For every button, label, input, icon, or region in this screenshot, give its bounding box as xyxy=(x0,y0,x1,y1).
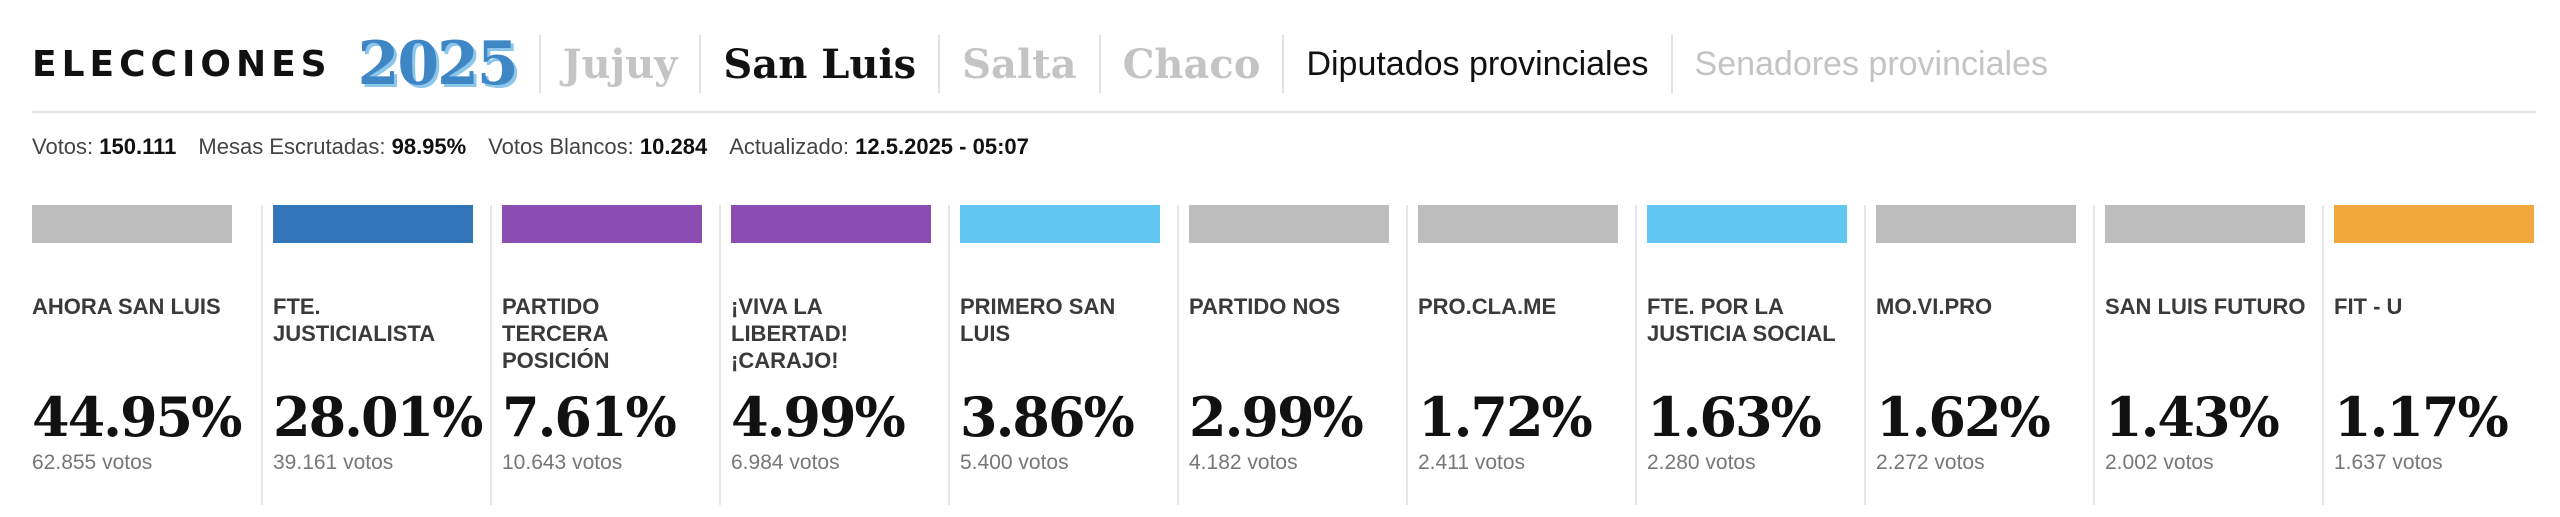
party-percentage: 7.61% xyxy=(502,385,677,449)
nav-divider xyxy=(699,35,702,93)
party-color-bar xyxy=(1647,205,1847,243)
nav-divider xyxy=(1098,35,1101,93)
party-percentage: 44.95% xyxy=(32,385,242,449)
party-votes: 2.272 votos xyxy=(1876,451,1985,474)
party-card: ¡VIVA LA LIBERTAD! ¡CARAJO! 4.99% 6.984 … xyxy=(719,205,948,505)
party-percentage: 1.43% xyxy=(2105,385,2280,449)
party-name: PRIMERO SAN LUIS xyxy=(960,294,1116,346)
party-percentage: 28.01% xyxy=(273,385,483,449)
stat-votos: Votos: 150.111 xyxy=(32,134,177,159)
party-votes: 10.643 votos xyxy=(502,451,623,474)
party-percentage: 1.17% xyxy=(2334,385,2509,449)
party-color-bar xyxy=(1189,205,1389,243)
party-votes: 2.002 votos xyxy=(2105,451,2214,474)
tab-province-san-luis[interactable]: San Luis xyxy=(723,40,917,88)
party-votes: 2.280 votos xyxy=(1647,451,1756,474)
stat-mesas: Mesas Escrutadas: 98.95% xyxy=(198,134,467,159)
stat-blancos: Votos Blancos: 10.284 xyxy=(488,134,708,159)
stat-actualizado: Actualizado: 12.5.2025 - 05:07 xyxy=(729,134,1029,159)
party-card: PRIMERO SAN LUIS 3.86% 5.400 votos xyxy=(948,205,1177,505)
party-votes: 6.984 votos xyxy=(731,451,840,474)
party-percentage: 1.63% xyxy=(1647,385,1822,449)
party-card: FTE. POR LA JUSTICIA SOCIAL 1.63% 2.280 … xyxy=(1635,205,1864,505)
party-color-bar xyxy=(960,205,1160,243)
party-votes: 39.161 votos xyxy=(273,451,394,474)
brand-logo: ELECCIONES 2025 xyxy=(32,28,519,100)
party-votes: 2.411 votos xyxy=(1418,451,1526,474)
party-card: PARTIDO TERCERA POSICIÓN 7.61% 10.643 vo… xyxy=(490,205,719,505)
party-name: PARTIDO TERCERA POSICIÓN xyxy=(502,294,610,373)
party-card: AHORA SAN LUIS 44.95% 62.855 votos xyxy=(32,205,261,505)
party-color-bar xyxy=(273,205,473,243)
party-color-bar xyxy=(2105,205,2305,243)
party-votes: 4.182 votos xyxy=(1189,451,1298,474)
party-percentage: 1.72% xyxy=(1418,385,1593,449)
party-name: FTE. JUSTICIALISTA xyxy=(273,294,436,346)
header: ELECCIONES 2025 Jujuy San Luis Salta Cha… xyxy=(32,28,2536,100)
nav-divider xyxy=(1670,35,1673,93)
party-name: AHORA SAN LUIS xyxy=(32,294,221,319)
party-votes: 5.400 votos xyxy=(960,451,1069,474)
party-color-bar xyxy=(1418,205,1618,243)
party-name: FIT - U xyxy=(2334,294,2403,319)
party-votes: 62.855 votos xyxy=(32,451,153,474)
tab-diputados[interactable]: Diputados provinciales xyxy=(1306,44,1649,83)
results-grid: AHORA SAN LUIS 44.95% 62.855 votos FTE. … xyxy=(32,205,2536,505)
nav-divider xyxy=(1282,35,1285,93)
party-name: FTE. POR LA JUSTICIA SOCIAL xyxy=(1647,294,1836,346)
party-percentage: 4.99% xyxy=(731,385,906,449)
tab-province-jujuy[interactable]: Jujuy xyxy=(562,40,678,88)
party-card: SAN LUIS FUTURO 1.43% 2.002 votos xyxy=(2093,205,2322,505)
tab-province-salta[interactable]: Salta xyxy=(962,40,1077,88)
party-percentage: 3.86% xyxy=(960,385,1135,449)
party-name: SAN LUIS FUTURO xyxy=(2105,294,2306,319)
party-card: PARTIDO NOS 2.99% 4.182 votos xyxy=(1177,205,1406,505)
party-percentage: 1.62% xyxy=(1876,385,2051,449)
party-color-bar xyxy=(32,205,232,243)
party-name: MO.VI.PRO xyxy=(1876,294,1993,319)
nav-divider xyxy=(938,35,941,93)
party-color-bar xyxy=(731,205,931,243)
party-card: FTE. JUSTICIALISTA 28.01% 39.161 votos xyxy=(261,205,490,505)
tab-senadores[interactable]: Senadores provinciales xyxy=(1694,44,2048,83)
party-card: FIT - U 1.17% 1.637 votos xyxy=(2322,205,2551,505)
nav-divider xyxy=(538,35,541,93)
brand-year: 2025 xyxy=(357,29,519,99)
party-color-bar xyxy=(2334,205,2534,243)
party-card: MO.VI.PRO 1.62% 2.272 votos xyxy=(1864,205,2093,505)
party-name: PARTIDO NOS xyxy=(1189,294,1341,319)
party-color-bar xyxy=(1876,205,2076,243)
party-votes: 1.637 votos xyxy=(2334,451,2443,474)
tab-province-chaco[interactable]: Chaco xyxy=(1122,40,1261,88)
party-name: ¡VIVA LA LIBERTAD! ¡CARAJO! xyxy=(731,294,848,373)
brand-word: ELECCIONES xyxy=(32,43,332,85)
party-color-bar xyxy=(502,205,702,243)
party-name: PRO.CLA.ME xyxy=(1418,294,1557,319)
header-divider xyxy=(32,111,2536,113)
party-card: PRO.CLA.ME 1.72% 2.411 votos xyxy=(1406,205,1635,505)
party-percentage: 2.99% xyxy=(1189,385,1364,449)
stats-bar: Votos: 150.111 Mesas Escrutadas: 98.95% … xyxy=(32,130,1051,164)
